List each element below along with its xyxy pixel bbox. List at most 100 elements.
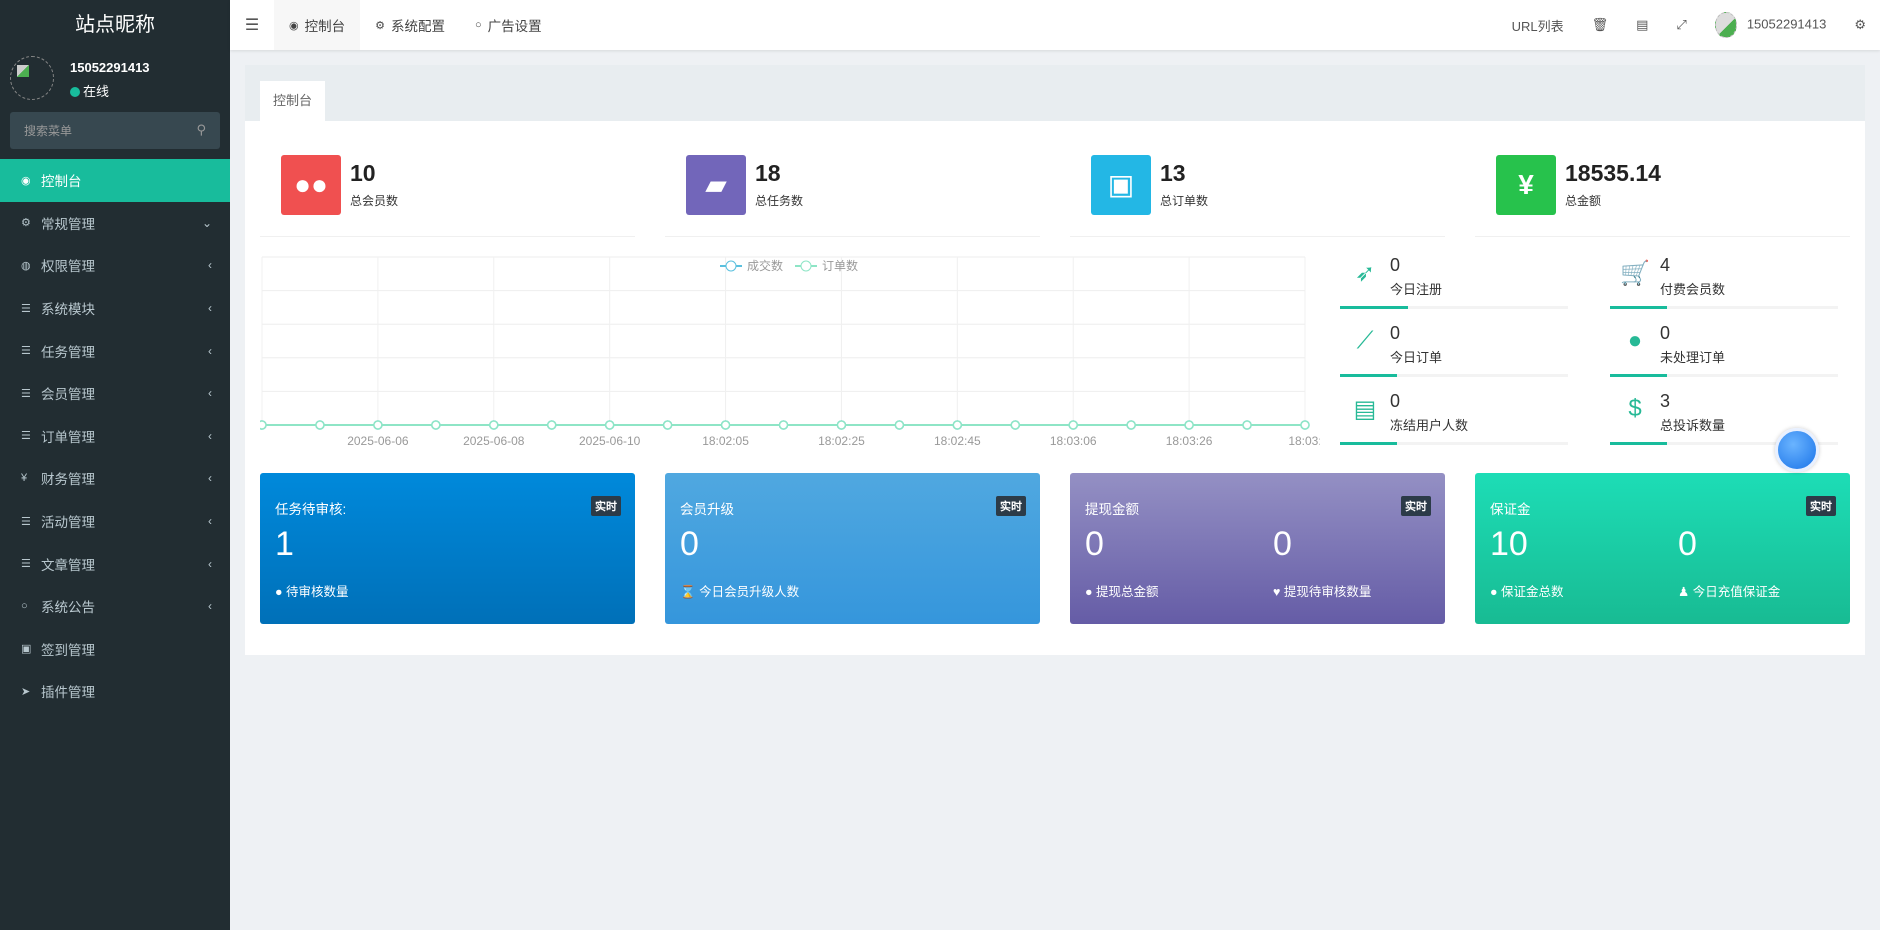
- sidebar-item[interactable]: ☰ 订单管理 ‹: [0, 415, 230, 458]
- dashboard-icon: ◉: [21, 174, 31, 187]
- x-tick-label: 2025-06-06: [347, 434, 409, 448]
- search-icon[interactable]: ⚲: [196, 122, 206, 137]
- stat-box: ▰ 18 总任务数: [665, 150, 1040, 237]
- floating-action-button[interactable]: [1775, 428, 1819, 472]
- realtime-badge: 实时: [591, 496, 621, 516]
- online-status: 在线: [70, 81, 109, 100]
- mini-stat-value: 0: [1390, 323, 1401, 343]
- avatar: [10, 56, 54, 100]
- sidebar-item[interactable]: ➤ 插件管理: [0, 670, 230, 713]
- url-list-link[interactable]: URL列表: [1511, 18, 1564, 34]
- mini-stat-value: 4: [1660, 255, 1671, 275]
- data-point[interactable]: [260, 420, 267, 430]
- sidebar-item[interactable]: ☰ 活动管理 ‹: [0, 500, 230, 543]
- data-point[interactable]: [546, 420, 557, 430]
- line-chart: 06-042025-06-062025-06-082025-06-1018:02…: [260, 256, 1320, 448]
- sidebar-item[interactable]: ¥ 财务管理 ‹: [0, 457, 230, 500]
- stat-value: 18: [755, 160, 781, 186]
- data-point[interactable]: [662, 420, 673, 430]
- sidebar-item[interactable]: ☰ 系统模块 ‹: [0, 287, 230, 330]
- card-label: 待审核数量: [286, 585, 349, 599]
- user-menu[interactable]: 15052291413: [1701, 12, 1841, 38]
- data-point[interactable]: [720, 420, 731, 430]
- list-icon: ☰: [21, 430, 31, 443]
- summary-card: 提现金额 实时 0 ● 提现总金额 0 ♥ 提现待审核数量: [1070, 473, 1445, 624]
- menu-search: ⚲: [10, 112, 220, 149]
- data-point[interactable]: [952, 420, 963, 430]
- sidebar-item-label: 插件管理: [41, 685, 95, 701]
- sidebar-item[interactable]: ☰ 文章管理 ‹: [0, 542, 230, 585]
- sidebar-item-label: 系统公告: [41, 600, 95, 616]
- data-point[interactable]: [489, 420, 499, 430]
- stat-box: ●● 10 总会员数: [260, 150, 635, 237]
- chevron-left-icon: ‹: [208, 556, 212, 571]
- chevron-left-icon: ‹: [208, 386, 212, 401]
- stat-box: ▣ 13 总订单数: [1070, 150, 1445, 237]
- realtime-badge: 实时: [1401, 496, 1431, 516]
- data-point[interactable]: [1010, 420, 1021, 430]
- progress-bar: [1610, 442, 1838, 445]
- translate-icon[interactable]: ▤: [1636, 17, 1649, 32]
- data-point[interactable]: [604, 420, 615, 430]
- sidebar-item[interactable]: ◉ 控制台: [0, 159, 230, 202]
- menu-toggle-icon[interactable]: ☰: [244, 17, 260, 34]
- tab-system-config[interactable]: ⚙ 系统配置: [360, 0, 460, 50]
- summary-card: 保证金 实时 10 ● 保证金总数 0 ♟ 今日充值保证金: [1475, 473, 1850, 624]
- card-title: 提现金额: [1085, 502, 1139, 517]
- header-avatar: [1714, 12, 1737, 38]
- fullscreen-icon[interactable]: ⤢: [1676, 17, 1687, 32]
- cogs-icon: ⚙: [21, 217, 31, 230]
- legend-marker: [800, 260, 812, 272]
- panel-tabs: 控制台: [245, 65, 1865, 121]
- status-dot-icon: [70, 87, 80, 97]
- stat-box: ¥18535.14 总金额: [1475, 150, 1850, 237]
- panel-tab-dashboard[interactable]: 控制台: [260, 81, 325, 121]
- sidebar-item[interactable]: ◍ 权限管理 ‹: [0, 244, 230, 287]
- tab-ad-settings[interactable]: ○ 广告设置: [460, 0, 557, 50]
- stat-label: 总会员数: [350, 194, 399, 208]
- data-point[interactable]: [1242, 420, 1252, 430]
- data-point[interactable]: [1300, 420, 1310, 430]
- card-value: 1: [275, 525, 294, 563]
- stat-label: 总金额: [1565, 194, 1602, 208]
- card-value: 0: [1273, 525, 1292, 563]
- data-point[interactable]: [1126, 420, 1136, 430]
- legend-label[interactable]: 成交数: [747, 258, 783, 273]
- card-value: 0: [680, 525, 699, 563]
- sidebar-item[interactable]: ▣ 签到管理: [0, 628, 230, 671]
- data-point[interactable]: [1184, 420, 1194, 430]
- data-point[interactable]: [373, 420, 383, 430]
- sidebar-item[interactable]: ⚙ 常规管理 ⌄: [0, 202, 230, 245]
- mini-stat-label: 冻结用户人数: [1390, 418, 1469, 433]
- data-point[interactable]: [315, 420, 325, 430]
- tab-dashboard[interactable]: ◉ 控制台: [274, 0, 361, 50]
- cart-icon: 🛒: [1620, 260, 1650, 287]
- stat-value: 13: [1160, 160, 1186, 186]
- sidebar-item[interactable]: ☰ 任务管理 ‹: [0, 329, 230, 372]
- data-point[interactable]: [1068, 420, 1078, 430]
- book-icon: ▰: [686, 155, 746, 215]
- card-title: 任务待审核:: [275, 502, 347, 517]
- sidebar-item-label: 权限管理: [41, 259, 95, 275]
- tab-label: 系统配置: [390, 19, 445, 34]
- cogs-icon[interactable]: ⚙: [1854, 17, 1866, 32]
- data-point[interactable]: [778, 420, 789, 430]
- x-tick-label: 18:02:05: [702, 434, 749, 448]
- comment-icon: ●: [1490, 585, 1498, 599]
- search-input[interactable]: [10, 112, 190, 149]
- line-chart-icon: ⟋: [1356, 327, 1374, 354]
- trash-icon[interactable]: 🗑: [1591, 17, 1609, 32]
- sidebar-menu: ◉ 控制台 ⚙ 常规管理 ⌄ ◍ 权限管理 ‹ ☰ 系统模块 ‹ ☰ 任务管理 ‹ ☰ 会员管理 ‹ ☰ 订单管理 ‹…: [0, 159, 230, 713]
- mini-stat-label: 今日订单: [1390, 350, 1443, 365]
- chevron-left-icon: ‹: [208, 599, 212, 614]
- data-point[interactable]: [894, 420, 905, 430]
- data-point[interactable]: [836, 420, 847, 430]
- legend-label[interactable]: 订单数: [822, 258, 858, 273]
- site-name[interactable]: 站点昵称: [75, 14, 155, 36]
- sidebar-item[interactable]: ○ 系统公告 ‹: [0, 585, 230, 628]
- data-point[interactable]: [431, 420, 441, 430]
- sidebar-item[interactable]: ☰ 会员管理 ‹: [0, 372, 230, 415]
- chevron-left-icon: ‹: [208, 343, 212, 358]
- chevron-left-icon: ‹: [208, 471, 212, 486]
